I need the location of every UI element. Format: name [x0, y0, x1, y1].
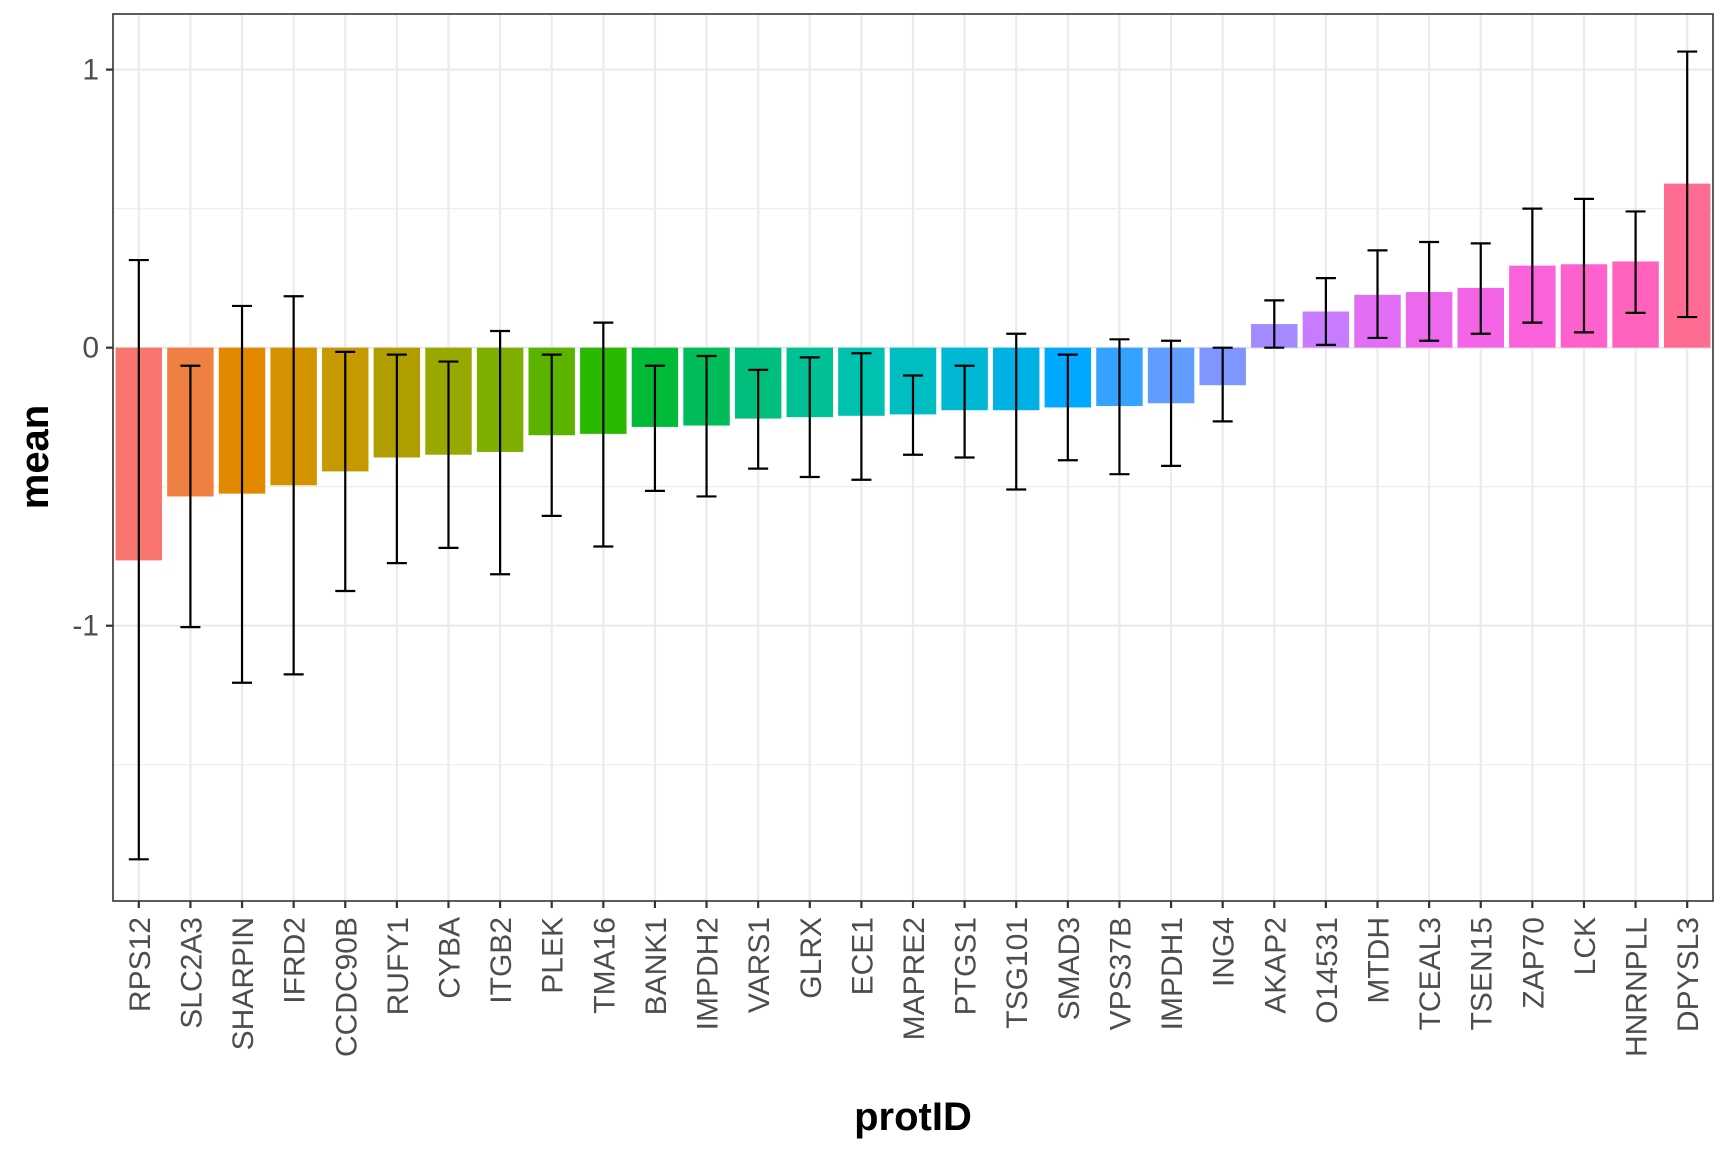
x-tick-label-impdh1: IMPDH1	[1156, 917, 1189, 1030]
x-tick-label-vars1: VARS1	[743, 917, 776, 1013]
error-bar-hnrnpll	[1625, 210, 1646, 315]
error-bar-tceal3	[1419, 240, 1440, 342]
error-bar-impdh2	[696, 354, 717, 498]
error-bar-ccdc90b	[335, 350, 356, 593]
error-bar-vars1	[748, 368, 769, 470]
x-tick-label-hnrnpll: HNRNPLL	[1621, 917, 1654, 1057]
x-tick-label-smad3: SMAD3	[1053, 917, 1086, 1020]
x-tick-label-cyba: CYBA	[433, 917, 466, 999]
x-tick-label-vps37b: VPS37B	[1104, 917, 1137, 1030]
x-tick-label-rufy1: RUFY1	[382, 917, 415, 1015]
x-tick-label-o14531: O14531	[1311, 917, 1344, 1024]
x-tick-label-plek: PLEK	[537, 917, 570, 994]
error-bar-bank1	[644, 364, 665, 492]
error-bar-itgb2	[490, 329, 511, 576]
x-tick-label-lck: LCK	[1569, 917, 1602, 975]
x-axis-title: protID	[854, 1095, 972, 1139]
error-bar-ing4	[1212, 346, 1233, 423]
error-bar-lck	[1573, 197, 1594, 334]
error-bar-akap2	[1264, 299, 1285, 349]
error-bar-ifrd2	[283, 295, 304, 676]
x-tick-label-itgb2: ITGB2	[485, 917, 518, 1004]
error-bar-cyba	[438, 360, 459, 549]
x-tick-label-mtdh: MTDH	[1363, 917, 1396, 1004]
error-bar-glrx	[799, 356, 820, 479]
x-tick-label-slc2a3: SLC2A3	[175, 917, 208, 1029]
x-tick-label-tceal3: TCEAL3	[1414, 917, 1447, 1030]
x-tick-label-ccdc90b: CCDC90B	[330, 917, 363, 1057]
error-bar-impdh1	[1161, 339, 1182, 467]
error-bar-slc2a3	[180, 364, 201, 629]
y-axis-ticks: 1 0 -1	[72, 54, 113, 643]
error-bar-zap70	[1522, 207, 1543, 324]
error-bar-rufy1	[386, 353, 407, 565]
y-tick-label: 0	[82, 332, 99, 365]
x-tick-label-ifrd2: IFRD2	[279, 917, 312, 1004]
x-tick-label-sharpin: SHARPIN	[227, 917, 260, 1050]
error-bar-smad3	[1057, 353, 1078, 462]
error-bar-dpysl3	[1677, 50, 1698, 319]
x-axis-ticks: RPS12 SLC2A3 SHARPIN IFRD2 CCDC90B RUFY1 CYBA I…	[124, 901, 1705, 1057]
error-bar-tsg101	[1006, 332, 1027, 491]
x-tick-label-akap2: AKAP2	[1259, 917, 1292, 1014]
error-bar-mapre2	[903, 374, 923, 456]
error-bar-rps12	[128, 258, 149, 861]
x-tick-label-glrx: GLRX	[795, 917, 828, 999]
error-bar-ptgs1	[954, 364, 975, 459]
error-bar-mtdh	[1367, 249, 1388, 340]
error-bar-ece1	[851, 352, 872, 481]
y-tick-label: 1	[82, 54, 99, 87]
x-tick-label-ece1: ECE1	[846, 917, 879, 995]
x-tick-label-tsen15: TSEN15	[1466, 917, 1499, 1030]
x-tick-label-mapre2: MAPRE2	[898, 917, 931, 1040]
x-tick-label-zap70: ZAP70	[1517, 917, 1550, 1009]
error-bar-sharpin	[232, 304, 253, 684]
error-bar-tsen15	[1470, 242, 1491, 335]
x-tick-label-bank1: BANK1	[640, 917, 673, 1015]
y-axis-title: mean	[13, 405, 57, 510]
error-bar-tma16	[593, 321, 614, 548]
error-bar-plek	[541, 353, 562, 517]
x-tick-label-tma16: TMA16	[588, 917, 621, 1014]
error-bar-o14531	[1315, 277, 1336, 346]
x-tick-label-impdh2: IMPDH2	[692, 917, 725, 1030]
x-tick-label-ptgs1: PTGS1	[950, 917, 983, 1015]
error-bars-group	[128, 50, 1698, 861]
x-tick-label-tsg101: TSG101	[1001, 917, 1034, 1029]
x-tick-label-dpysl3: DPYSL3	[1672, 917, 1705, 1032]
x-tick-label-rps12: RPS12	[124, 917, 157, 1012]
error-bar-vps37b	[1109, 338, 1130, 476]
x-tick-label-ing4: ING4	[1208, 917, 1241, 987]
y-tick-label: -1	[72, 610, 99, 643]
